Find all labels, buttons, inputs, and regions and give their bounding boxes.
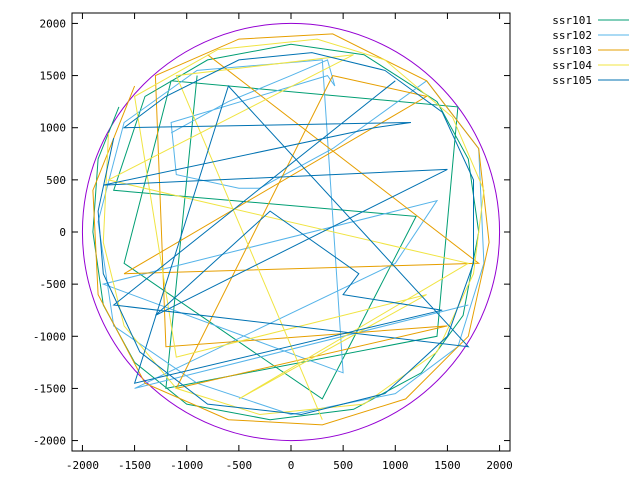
legend-label-ssr104: ssr104 [552,59,592,72]
series-line-ssr104 [102,38,485,420]
y-tick-label: -1500 [33,382,66,395]
y-tick-label: -500 [40,278,67,291]
x-tick-label: 1500 [434,459,461,472]
legend-label-ssr102: ssr102 [552,29,592,42]
series-line-ssr105 [97,52,474,416]
y-tick-label: 1000 [40,122,67,135]
y-tick-label: 1500 [40,70,67,83]
y-tick-label: 2000 [40,17,67,30]
boundary-circle-layer [81,22,501,442]
legend-label-ssr101: ssr101 [552,14,592,27]
x-tick-label: 1000 [382,459,409,472]
x-tick-label: -1500 [118,459,151,472]
x-tick-label: 2000 [486,459,513,472]
legend: ssr101 ssr102 ssr103 ssr104 ssr105 [552,14,629,87]
y-tick-label: -2000 [33,435,66,448]
y-tick-label: -1000 [33,330,66,343]
x-tick-label: -2000 [66,459,99,472]
x-tick-label: -500 [226,459,253,472]
series-line-ssr102 [97,59,485,416]
y-tick-label: 0 [59,226,66,239]
series-layer [92,33,490,426]
boundary-circle [81,22,501,442]
plot-frame [71,12,511,452]
x-tick-label: -1000 [170,459,203,472]
ticks-layer: -2000 -1500 -1000 -500 0 500 1000 1500 2000 -2000… [33,13,513,472]
x-tick-label: 500 [333,459,353,472]
legend-label-ssr103: ssr103 [552,44,592,57]
series-line-ssr103 [92,33,490,426]
series-line-ssr101 [92,43,480,421]
legend-label-ssr105: ssr105 [552,74,592,87]
y-tick-label: 500 [46,174,66,187]
x-tick-label: 0 [288,459,295,472]
